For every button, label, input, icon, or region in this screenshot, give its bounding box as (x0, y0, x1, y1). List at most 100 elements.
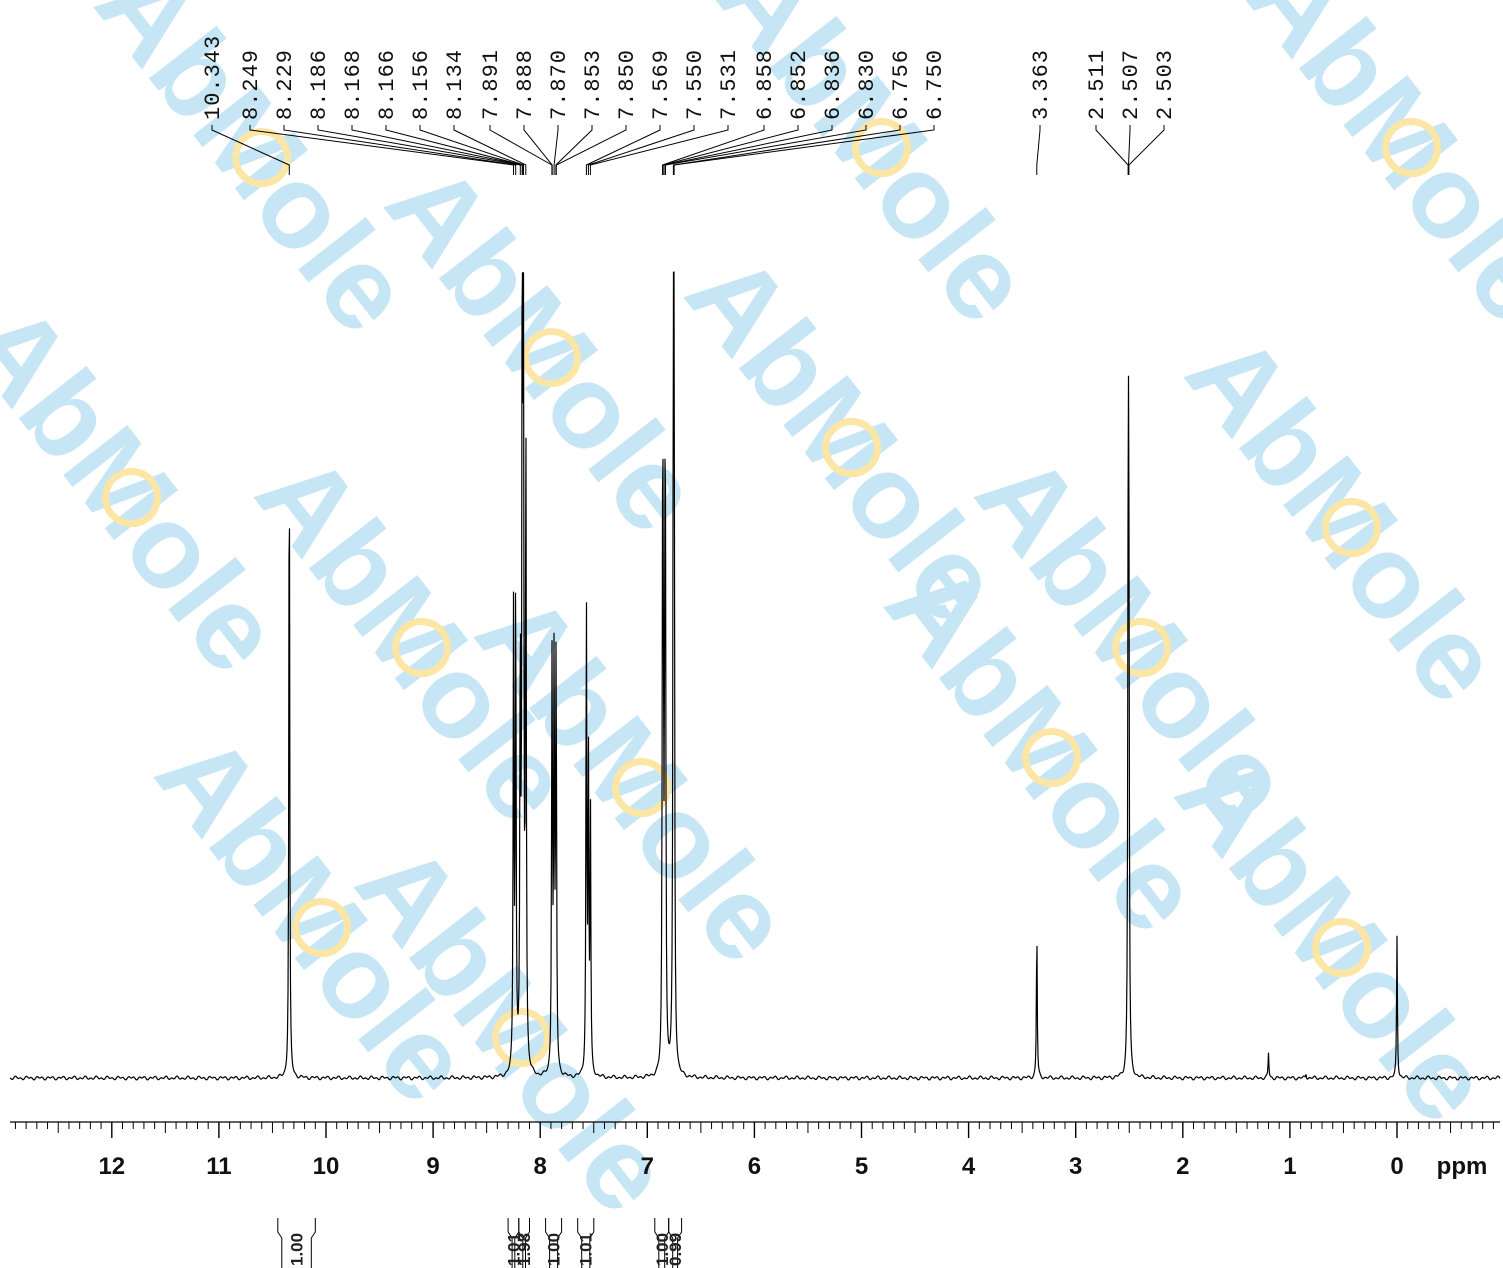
peak-connector (1036, 125, 1041, 175)
integral-bracket (545, 1218, 551, 1268)
peak-label: 7.891 (479, 49, 504, 120)
tick-label: 3 (1069, 1153, 1082, 1180)
integral-bracket (668, 1218, 674, 1268)
peak-label: 6.836 (821, 49, 846, 120)
peak-label: 6.750 (923, 49, 948, 120)
peak-label: 8.134 (443, 49, 468, 120)
tick-label: 2 (1176, 1153, 1189, 1180)
peak-connector (1095, 125, 1129, 175)
peak-connector (1128, 125, 1165, 175)
peak-connector (587, 125, 695, 175)
peak-label-connectors (211, 125, 1165, 175)
integral-bracket (518, 1218, 524, 1268)
integral: 0.99 (666, 1218, 685, 1268)
peak-connector (385, 125, 523, 175)
integral-bracket (677, 1218, 683, 1268)
peak-label: 8.249 (239, 49, 264, 120)
peak-label: 3.363 (1029, 49, 1054, 120)
peak-labels: 10.343 8.249 8.229 8.186 8.168 8.166 8.156 8.13… (201, 35, 1178, 120)
watermark: AbMole (361, 140, 727, 557)
peak-connector (489, 125, 553, 175)
x-axis-unit-label: ppm (1437, 1153, 1488, 1180)
tick-label: 10 (313, 1153, 340, 1180)
peak-connector (553, 125, 559, 175)
integral: 1.00 (277, 1218, 316, 1268)
peak-label: 6.756 (889, 49, 914, 120)
peak-connector (585, 125, 661, 175)
peak-connector (662, 125, 765, 175)
peak-connector (589, 125, 729, 175)
watermark: AbMole (1151, 730, 1503, 1147)
peak-label: 2.507 (1119, 49, 1144, 120)
peak-label: 2.511 (1085, 49, 1110, 120)
tick-label: 9 (426, 1153, 439, 1180)
svg-text:AbMole: AbMole (1151, 730, 1503, 1147)
peak-label: 8.166 (375, 49, 400, 120)
tick-label: 12 (98, 1153, 125, 1180)
svg-text:AbMole: AbMole (1221, 0, 1503, 347)
tick-label: 0 (1390, 1153, 1403, 1180)
peak-label: 8.229 (273, 49, 298, 120)
peak-connector (555, 125, 627, 175)
integral: 1.01 (504, 1218, 523, 1268)
integral-bracket (589, 1218, 595, 1268)
peak-label: 7.531 (717, 49, 742, 120)
peak-label: 8.168 (341, 49, 366, 120)
peak-label: 6.858 (753, 49, 778, 120)
peak-connector (211, 125, 290, 175)
ppm-axis: 12 11 10 9 8 7 6 5 4 3 2 1 0 ppm (10, 1121, 1500, 1180)
integral: 1.01 (577, 1218, 596, 1268)
tick-label: 1 (1283, 1153, 1296, 1180)
integral-value: 1.00 (545, 1233, 564, 1266)
watermark-layer: AbMoleAbMoleAbMoleAbMoleAbMoleAbMoleAbMo… (0, 0, 1503, 1237)
tick-label: 7 (641, 1153, 654, 1180)
integral-value: 0.99 (666, 1233, 685, 1266)
peak-connector (283, 125, 517, 175)
integral-bracket (577, 1218, 583, 1268)
integral-value: 1.00 (288, 1233, 307, 1266)
integral-value: 1.98 (515, 1233, 534, 1266)
svg-text:AbMole: AbMole (361, 140, 727, 557)
integral-value: 1.01 (504, 1233, 523, 1266)
peak-connector (665, 125, 867, 175)
peak-label: 7.853 (581, 49, 606, 120)
tick-label: 11 (206, 1153, 231, 1180)
integral-bracket (654, 1218, 660, 1268)
integral-bracket (557, 1218, 563, 1268)
tick-label: 4 (962, 1153, 976, 1180)
peak-label: 8.186 (307, 49, 332, 120)
peak-connector (664, 125, 833, 175)
spectrum-trace (9, 271, 1501, 1081)
tick-label: 8 (534, 1153, 547, 1180)
integral: 1.98 (515, 1218, 534, 1268)
tick-label: 5 (855, 1153, 868, 1180)
peak-connector (672, 125, 901, 175)
peak-label: 10.343 (201, 35, 226, 120)
integral-bracket (310, 1218, 316, 1268)
watermark: AbMole (1221, 0, 1503, 347)
peak-label: 7.850 (615, 49, 640, 120)
integral-bracket (277, 1218, 283, 1268)
peak-label: 6.830 (855, 49, 880, 120)
integral-value: 1.01 (577, 1233, 596, 1266)
tick-label: 6 (748, 1153, 761, 1180)
peak-label: 7.888 (513, 49, 538, 120)
integral-bracket (525, 1218, 530, 1268)
peak-label: 7.550 (683, 49, 708, 120)
integral: 1.00 (545, 1218, 564, 1268)
peak-connector (453, 125, 527, 175)
peak-connector (419, 125, 524, 175)
integral-value: 1.00 (653, 1233, 672, 1266)
peak-label: 8.156 (409, 49, 434, 120)
peak-connector (673, 125, 935, 175)
peak-label: 7.870 (547, 49, 572, 120)
peak-connector (523, 125, 553, 175)
integral-bracket (507, 1218, 513, 1268)
peak-label: 6.852 (787, 49, 812, 120)
peak-connector (662, 125, 799, 175)
peak-connector (317, 125, 521, 175)
peak-label: 2.503 (1153, 49, 1178, 120)
peak-connector (249, 125, 514, 175)
integral-labels: 1.00 1.011.98 1.00 1.01 1.000.99 (277, 1218, 685, 1268)
